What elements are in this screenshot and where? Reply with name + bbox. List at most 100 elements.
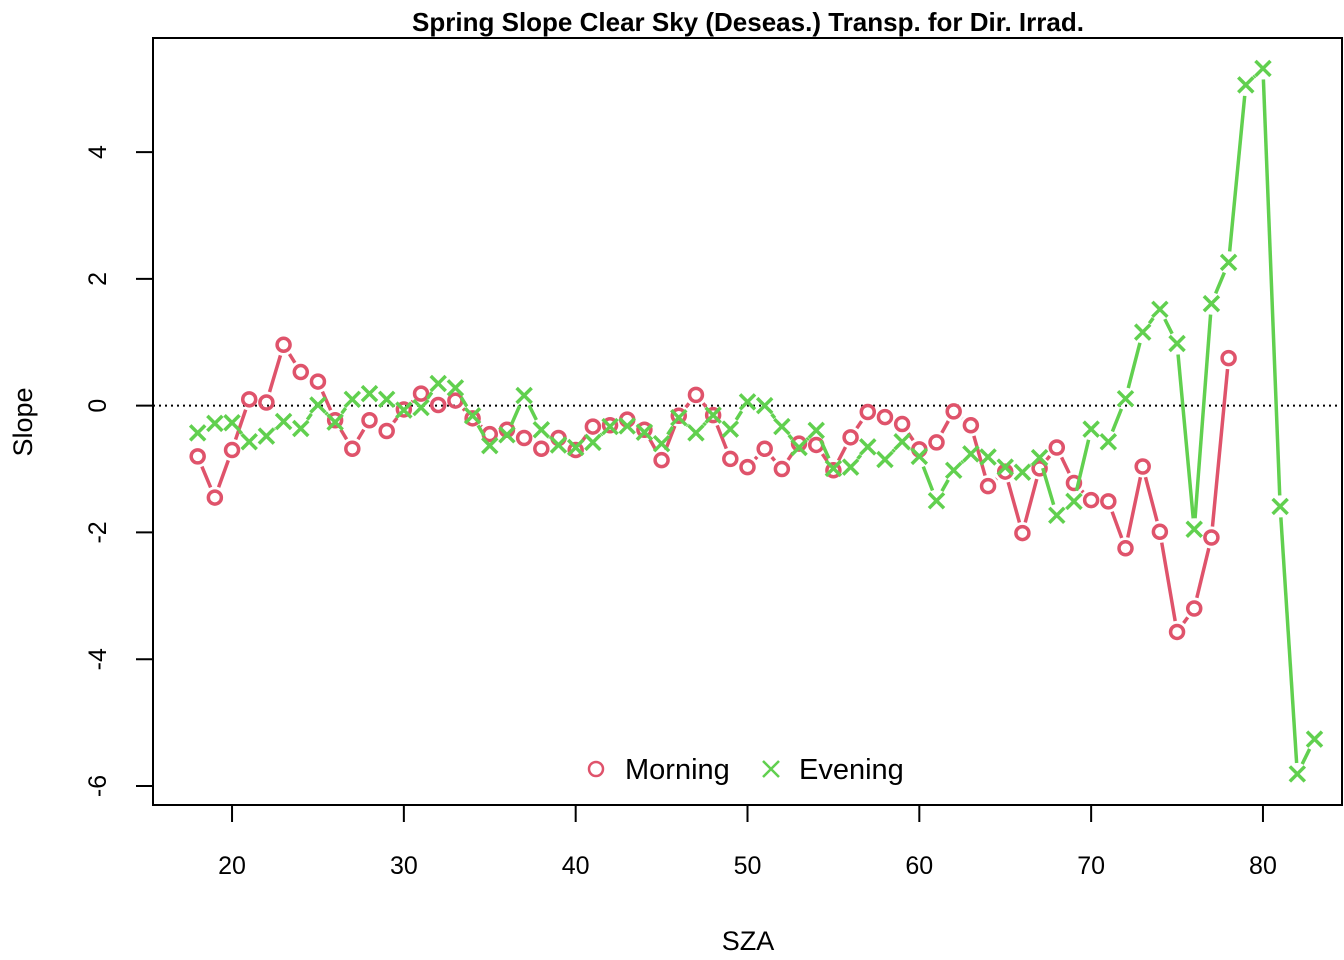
evening-point — [1133, 323, 1152, 341]
morning-point — [223, 441, 241, 459]
morning-line-segment — [356, 428, 366, 441]
morning-line-segment — [287, 353, 297, 364]
evening-point — [1099, 433, 1118, 451]
morning-line-segment — [1143, 476, 1159, 522]
morning-point — [739, 458, 756, 476]
evening-point — [1030, 448, 1049, 467]
morning-line-segment — [320, 390, 333, 411]
evening-point — [807, 421, 825, 440]
morning-line-segment — [701, 402, 708, 408]
evening-point — [1116, 389, 1135, 408]
evening-point — [257, 427, 276, 445]
evening-point — [412, 398, 430, 417]
morning-point — [378, 422, 395, 440]
evening-point — [927, 491, 946, 510]
morning-line-segment — [684, 402, 691, 409]
evening-line-segment — [702, 421, 707, 427]
evening-point — [1185, 520, 1203, 538]
y-axis-label: Slope — [8, 387, 38, 456]
morning-point — [189, 448, 206, 465]
morning-point — [344, 440, 361, 458]
evening-point — [773, 417, 791, 436]
morning-line-segment — [479, 424, 483, 429]
morning-line-segment — [1126, 476, 1143, 538]
morning-point — [1065, 474, 1083, 492]
evening-point — [1254, 59, 1272, 78]
evening-point — [206, 414, 224, 433]
morning-point — [979, 477, 997, 495]
morning-point — [240, 391, 258, 408]
y-tick-label: -2 — [84, 521, 112, 543]
x-tick-label: 70 — [1077, 852, 1105, 880]
evening-point — [549, 436, 568, 454]
evening-point — [979, 448, 997, 466]
evening-point — [996, 458, 1014, 476]
evening-line-segment — [805, 436, 810, 441]
evening-point — [481, 436, 499, 455]
evening-line-segment — [340, 407, 348, 415]
x-tick-label: 80 — [1249, 852, 1277, 880]
legend: Morning Evening — [587, 754, 904, 786]
evening-line-segment — [1214, 271, 1226, 295]
morning-point — [533, 440, 550, 458]
morning-point — [945, 403, 962, 420]
morning-line-segment — [216, 459, 230, 488]
morning-point — [687, 386, 705, 404]
morning-line-segment — [1182, 616, 1190, 625]
evening-point — [790, 438, 808, 457]
evening-line-segment — [1176, 354, 1195, 519]
morning-line-segment — [1059, 456, 1071, 474]
evening-line-segment — [324, 411, 329, 416]
evening-point — [463, 407, 482, 425]
morning-line-segment — [1023, 478, 1039, 523]
morning-point — [670, 407, 688, 425]
morning-line-segment — [1195, 547, 1211, 599]
y-tick-label: -6 — [84, 775, 112, 797]
y-tick-label: 2 — [84, 272, 112, 286]
evening-point — [377, 390, 396, 409]
evening-point — [944, 461, 963, 480]
evening-line-segment — [734, 410, 744, 421]
evening-point — [274, 412, 293, 431]
evening-line-segment — [1300, 748, 1312, 765]
evening-series — [188, 59, 1324, 783]
morning-line-segment — [1006, 481, 1022, 523]
evening-point — [360, 384, 379, 403]
evening-point — [738, 393, 757, 411]
evening-point — [326, 413, 344, 431]
evening-line-segment — [685, 423, 689, 427]
evening-point — [1168, 334, 1186, 353]
morning-line-segment — [1045, 454, 1052, 462]
x-tick-label: 60 — [905, 852, 933, 880]
morning-line-segment — [972, 435, 987, 477]
evening-point — [1151, 300, 1169, 319]
evening-point — [721, 420, 740, 438]
morning-point — [584, 418, 602, 435]
morning-line-segment — [753, 455, 759, 461]
evening-line-segment — [770, 413, 777, 420]
morning-point — [601, 417, 619, 434]
morning-line-segment — [1160, 542, 1177, 622]
evening-line-segment — [1261, 79, 1282, 496]
legend-morning-label: Morning — [625, 754, 730, 786]
morning-point — [859, 403, 877, 421]
morning-point — [464, 410, 481, 427]
morning-point — [790, 435, 808, 452]
evening-point — [1219, 253, 1238, 272]
evening-line-segment — [960, 460, 965, 464]
evening-line-segment — [1126, 342, 1142, 389]
evening-line-segment — [548, 435, 552, 439]
morning-point — [1117, 540, 1134, 557]
evening-point — [670, 408, 688, 427]
morning-point — [1014, 524, 1031, 542]
evening-line-segment — [921, 465, 935, 492]
x-tick-label: 20 — [218, 852, 246, 880]
morning-line-segment — [770, 456, 777, 462]
morning-point — [395, 401, 413, 418]
morning-line-segment — [1210, 368, 1230, 527]
y-tick-label: 0 — [84, 399, 112, 413]
morning-point — [326, 411, 344, 429]
morning-point — [722, 450, 739, 468]
morning-point — [773, 460, 791, 478]
